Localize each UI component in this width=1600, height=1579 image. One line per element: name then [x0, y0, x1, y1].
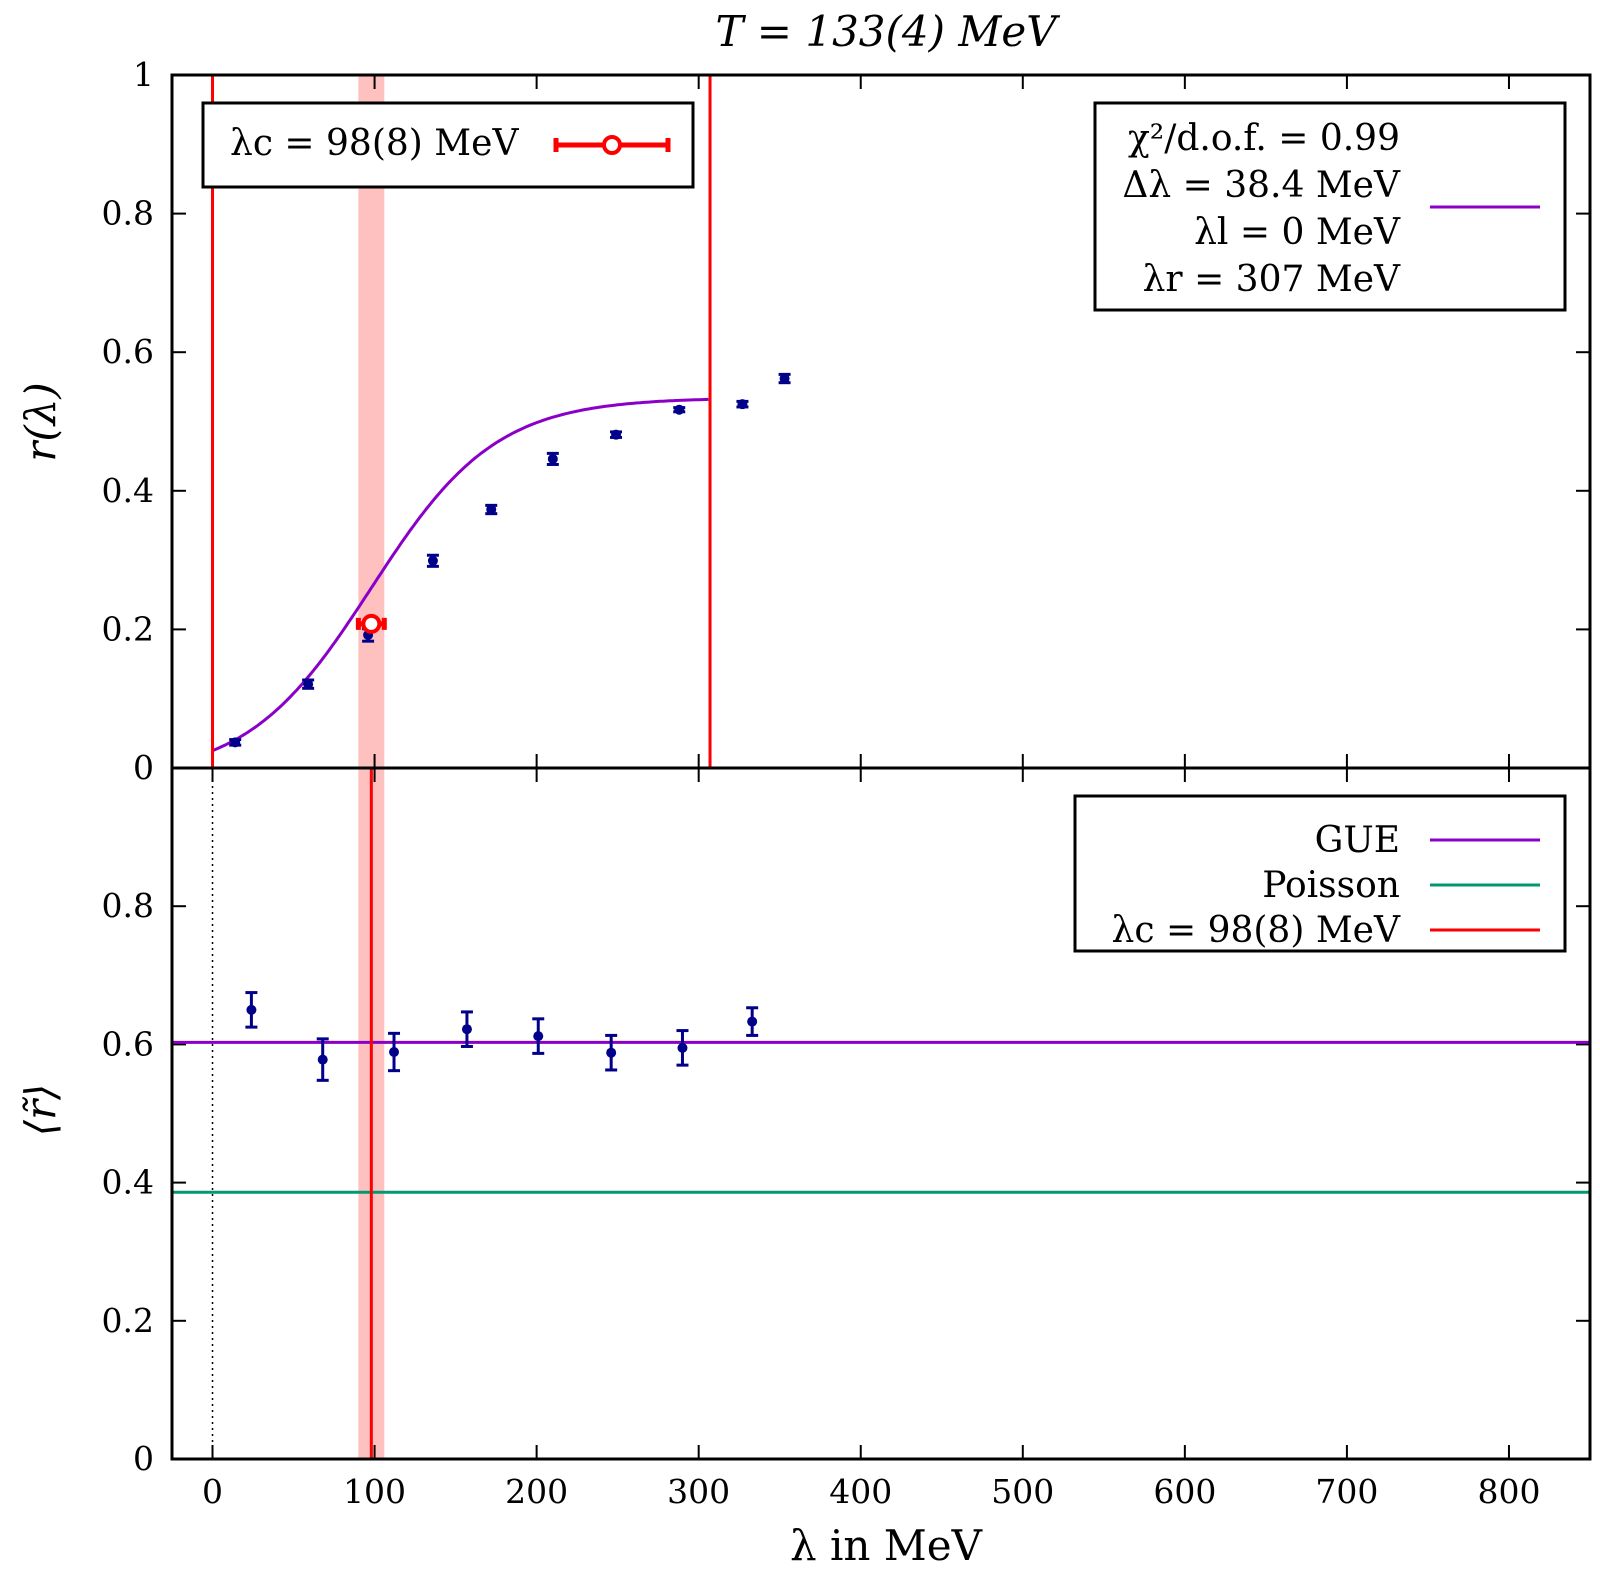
data-marker	[303, 679, 314, 690]
data-marker	[427, 555, 438, 566]
data-point-top	[610, 429, 623, 440]
data-point-top	[485, 503, 498, 516]
lambda-c-marker	[361, 613, 382, 634]
data-marker	[230, 737, 241, 748]
y-axis-title-top: r(λ)	[16, 382, 65, 461]
data-point-bottom	[605, 1033, 618, 1072]
data-point-top	[546, 451, 559, 466]
data-point-top	[302, 678, 315, 690]
x-axis-title: λ in MeV	[790, 1521, 983, 1570]
y-tick-label: 0.4	[102, 471, 154, 510]
data-marker	[547, 453, 558, 464]
data-marker	[486, 504, 497, 515]
legend-entry-2: λc = 98(8) MeV	[1112, 910, 1401, 951]
legend-entry-0: GUE	[1315, 820, 1400, 861]
legend-sample-marker	[602, 135, 622, 155]
y-tick-label: 0.6	[102, 1024, 154, 1063]
legend-fit-line-3: λr = 307 MeV	[1143, 259, 1401, 300]
data-marker	[389, 1047, 400, 1058]
fit-curve	[211, 397, 709, 753]
data-marker	[674, 404, 685, 415]
x-tick-label: 800	[1477, 1472, 1540, 1511]
points-layer	[229, 372, 791, 1082]
legend-lambda-c: λc = 98(8) MeV	[201, 101, 695, 189]
y-tick-label: 0.8	[102, 886, 154, 925]
x-tick-label: 500	[991, 1472, 1054, 1511]
data-point-bottom	[676, 1029, 689, 1067]
legend-fit-line-1: Δλ = 38.4 MeV	[1122, 165, 1401, 206]
x-tick-label: 200	[505, 1472, 568, 1511]
y-tick-label: 0.8	[102, 194, 154, 233]
y-tick-label: 0	[133, 1439, 154, 1478]
chart-title: T = 133(4) MeV	[715, 7, 1060, 56]
y-axis-title-bottom: ⟨r̃⟩	[16, 1084, 65, 1137]
legend-label: λc = 98(8) MeV	[230, 123, 519, 164]
data-point-top	[778, 372, 791, 385]
y-tick-label: 0.6	[102, 332, 154, 371]
data-point-bottom	[460, 1010, 473, 1048]
y-tick-label: 0.2	[102, 1301, 154, 1340]
lambda-c-error-band	[358, 75, 385, 768]
y-tick-label: 0.4	[102, 1163, 154, 1202]
x-tick-label: 100	[343, 1472, 406, 1511]
data-point-top	[673, 404, 686, 415]
x-tick-label: 700	[1315, 1472, 1378, 1511]
y-tick-label: 0	[133, 748, 154, 787]
legend-entry-1: Poisson	[1262, 865, 1400, 906]
legend-fit: χ²/d.o.f. = 0.99 Δλ = 38.4 MeV λl = 0 MeV λ…	[1093, 101, 1567, 312]
data-marker	[747, 1016, 758, 1027]
x-tick-label: 300	[667, 1472, 730, 1511]
y-tick-label: 0.2	[102, 609, 154, 648]
data-point-bottom	[532, 1017, 545, 1055]
data-point-bottom	[245, 991, 258, 1029]
x-tick-label: 0	[202, 1472, 223, 1511]
x-tick-label: 600	[1153, 1472, 1216, 1511]
data-marker	[606, 1047, 617, 1058]
data-marker	[677, 1042, 688, 1053]
data-point-top	[426, 553, 439, 568]
text-layer: 0 0.2 0.4 0.6 0.8 1 0 100 200 300 400 500 600 700 800 0…	[16, 7, 1540, 1570]
data-marker	[317, 1054, 328, 1065]
data-point-bottom	[388, 1031, 401, 1073]
data-point-top	[229, 737, 242, 748]
legends-layer: λc = 98(8) MeV χ²/d.o.f. = 0.99 Δλ = 38.4 …	[201, 101, 1567, 953]
lines-layer	[172, 75, 1590, 1459]
legend-fit-line-0: χ²/d.o.f. = 0.99	[1128, 118, 1400, 159]
y-tick-label: 1	[133, 55, 154, 94]
data-marker	[246, 1004, 257, 1015]
data-point-bottom	[746, 1006, 759, 1037]
data-marker	[533, 1031, 544, 1042]
frames-layer	[170, 73, 1592, 1461]
legend-fit-line-2: λl = 0 MeV	[1194, 212, 1401, 253]
data-marker	[611, 429, 622, 440]
data-marker	[461, 1024, 472, 1035]
data-marker	[779, 373, 790, 384]
legend-box	[1073, 794, 1567, 953]
lambda-c-point	[355, 613, 387, 634]
data-point-bottom	[316, 1037, 329, 1082]
data-point-top	[736, 399, 749, 410]
data-marker	[737, 399, 748, 410]
x-tick-label: 400	[829, 1472, 892, 1511]
